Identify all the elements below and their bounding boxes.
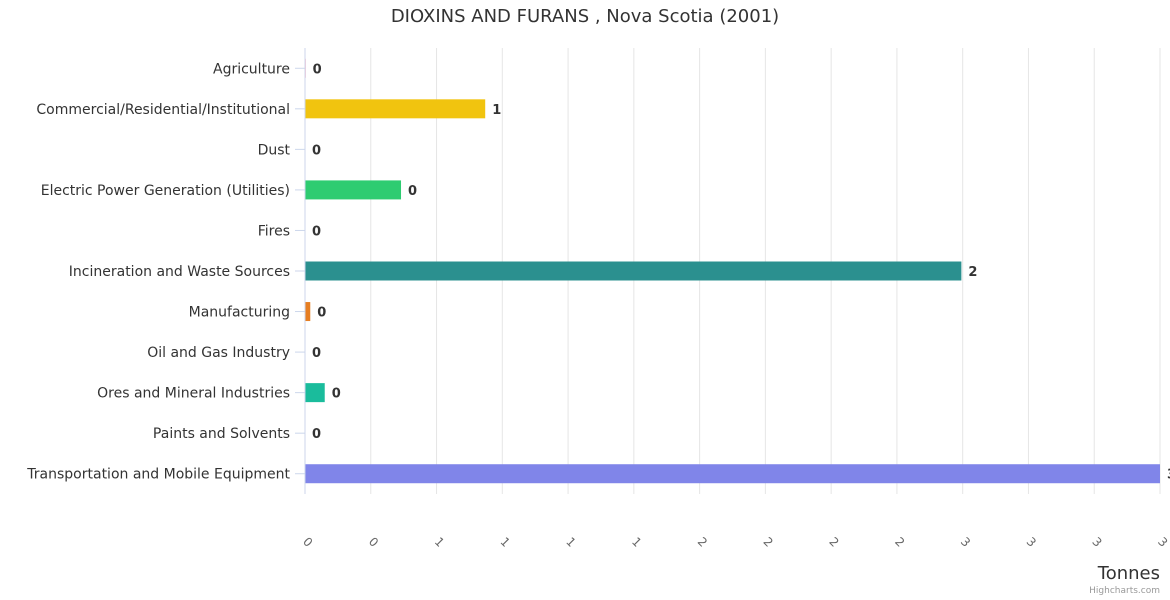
category-label: Agriculture bbox=[213, 61, 290, 77]
bar[interactable] bbox=[305, 99, 486, 119]
credits-link[interactable]: Highcharts.com bbox=[1089, 586, 1160, 596]
data-label: 0 bbox=[408, 184, 417, 199]
data-label: 3 bbox=[1167, 468, 1170, 483]
x-tick-label: 1 bbox=[497, 535, 512, 550]
x-tick-label: 1 bbox=[629, 535, 644, 550]
x-tick-label: 2 bbox=[761, 535, 776, 550]
category-label: Ores and Mineral Industries bbox=[97, 386, 290, 402]
x-tick-label: 0 bbox=[300, 535, 315, 550]
x-tick-label: 2 bbox=[892, 535, 907, 550]
category-label: Incineration and Waste Sources bbox=[69, 264, 290, 280]
x-tick-label: 3 bbox=[958, 535, 973, 550]
x-tick-label: 3 bbox=[1155, 535, 1170, 550]
category-label: Fires bbox=[258, 223, 290, 239]
bar[interactable] bbox=[305, 383, 325, 403]
category-axis: Agriculture Commercial/Residential/Instit… bbox=[26, 48, 306, 494]
bar[interactable] bbox=[305, 261, 962, 281]
data-label: 0 bbox=[317, 306, 326, 321]
data-label: 0 bbox=[313, 62, 322, 77]
x-tick-label: 2 bbox=[695, 535, 710, 550]
bar-series: 0 1 0 0 0 2 0 0 0 0 3 bbox=[305, 58, 1170, 484]
bar[interactable] bbox=[305, 180, 402, 200]
value-axis-title: Tonnes bbox=[1097, 563, 1160, 584]
data-label: 0 bbox=[312, 346, 321, 361]
x-tick-label: 1 bbox=[563, 535, 578, 550]
x-tick-label: 3 bbox=[1024, 535, 1039, 550]
category-label: Commercial/Residential/Institutional bbox=[36, 102, 290, 118]
category-label: Dust bbox=[258, 142, 291, 158]
bar[interactable] bbox=[305, 302, 311, 322]
data-label: 0 bbox=[332, 387, 341, 402]
data-label: 0 bbox=[312, 427, 321, 442]
category-label: Oil and Gas Industry bbox=[147, 345, 290, 361]
value-axis: 0 0 1 1 1 1 2 2 2 2 3 3 3 3 bbox=[300, 535, 1170, 550]
category-label: Electric Power Generation (Utilities) bbox=[41, 183, 290, 199]
x-tick-label: 1 bbox=[432, 535, 447, 550]
category-label: Paints and Solvents bbox=[153, 426, 290, 442]
x-tick-label: 0 bbox=[366, 535, 381, 550]
x-tick-label: 3 bbox=[1089, 535, 1104, 550]
chart-title: DIOXINS AND FURANS , Nova Scotia (2001) bbox=[390, 6, 780, 27]
category-label: Transportation and Mobile Equipment bbox=[26, 467, 290, 483]
data-label: 0 bbox=[312, 143, 321, 158]
data-label: 2 bbox=[968, 265, 977, 280]
data-label: 0 bbox=[312, 224, 321, 239]
data-label: 1 bbox=[492, 103, 501, 118]
x-tick-label: 2 bbox=[826, 535, 841, 550]
category-label: Manufacturing bbox=[189, 305, 290, 321]
bar[interactable] bbox=[305, 464, 1160, 484]
